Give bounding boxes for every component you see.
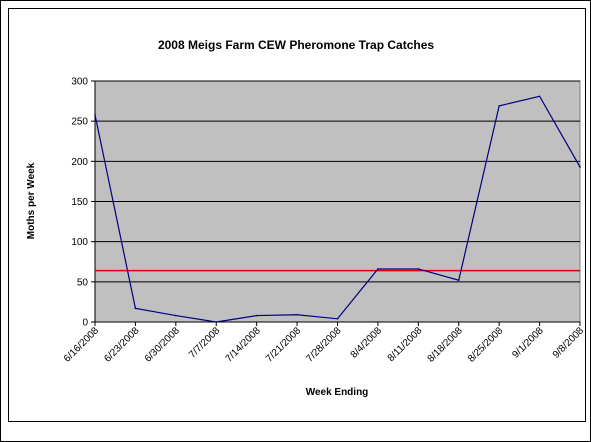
data-point bbox=[538, 95, 541, 98]
data-point bbox=[336, 317, 339, 320]
data-point bbox=[134, 307, 137, 310]
chart-title: 2008 Meigs Farm CEW Pheromone Trap Catch… bbox=[158, 38, 434, 52]
y-tick-label: 200 bbox=[71, 157, 88, 168]
y-axis: 0 50 100 150 200 250 300 bbox=[71, 77, 96, 329]
data-point bbox=[579, 166, 581, 168]
y-axis-title: Moths per Week bbox=[26, 162, 37, 239]
y-tick-label: 100 bbox=[71, 237, 88, 248]
y-tick-label: 150 bbox=[71, 197, 88, 208]
data-point bbox=[215, 321, 218, 323]
y-tick-label: 0 bbox=[82, 318, 88, 329]
y-tick-label: 50 bbox=[77, 277, 89, 288]
data-point bbox=[417, 268, 420, 270]
data-point bbox=[296, 313, 298, 316]
data-point bbox=[255, 314, 258, 317]
x-axis-title: Week Ending bbox=[306, 387, 369, 398]
y-tick-label: 250 bbox=[71, 117, 88, 128]
data-point bbox=[94, 113, 96, 116]
series-layer bbox=[94, 95, 581, 323]
y-tick-label: 300 bbox=[71, 77, 88, 88]
data-point bbox=[377, 268, 379, 270]
data-point bbox=[498, 105, 500, 107]
data-point bbox=[457, 279, 460, 282]
data-point bbox=[175, 314, 177, 317]
gridlines bbox=[95, 80, 580, 283]
